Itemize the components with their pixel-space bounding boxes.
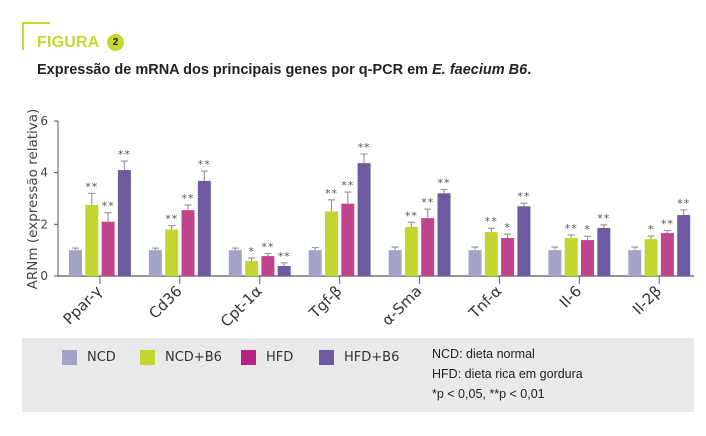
bar-hfd [261, 256, 275, 276]
significance-marker: ** [278, 250, 291, 263]
bar-hfd [101, 221, 115, 276]
legend-swatch-hfd [241, 350, 256, 365]
note-significance: *p < 0,05, **p < 0,01 [432, 387, 545, 401]
significance-marker: ** [565, 222, 578, 235]
bar-ncd-b6 [404, 226, 418, 276]
bar-hfd-b6 [277, 265, 291, 276]
significance-marker: ** [261, 241, 274, 254]
y-tick-label: 6 [40, 114, 48, 128]
figure-corner-bracket [22, 22, 50, 50]
significance-marker: ** [661, 218, 674, 231]
bar-hfd-b6 [357, 163, 371, 276]
bar-hfd [421, 218, 435, 276]
note-hfd: HFD: dieta rica em gordura [432, 367, 583, 381]
significance-marker: ** [597, 212, 610, 225]
legend-notes: NCD: dieta normal HFD: dieta rica em gor… [432, 344, 583, 404]
figure-number-badge: 2 [107, 34, 124, 51]
x-tick-label: Ppar-γ [60, 282, 106, 328]
significance-marker: ** [85, 180, 98, 193]
bar-hfd [660, 233, 674, 276]
bar-ncd-b6 [85, 204, 99, 276]
legend-label: NCD [87, 350, 116, 365]
note-ncd: NCD: dieta normal [432, 347, 535, 361]
bar-ncd-b6 [325, 211, 338, 276]
bar-hfd-b6 [597, 227, 611, 276]
significance-marker: ** [325, 187, 338, 200]
legend-swatch-ncd-b6 [140, 350, 155, 365]
x-tick-label: Tgf-β [305, 282, 345, 322]
y-axis-label: ARNm (expressão relativa) [25, 109, 41, 290]
significance-marker: * [504, 221, 511, 234]
legend-box: NCD NCD+B6 HFD HFD+B6 NCD: dieta normal … [22, 338, 694, 412]
bar-ncd [548, 250, 562, 276]
significance-marker: ** [438, 176, 451, 189]
bar-hfd [581, 240, 594, 276]
significance-marker: ** [421, 196, 434, 209]
bar-ncd-b6 [484, 232, 498, 276]
significance-marker: ** [405, 209, 418, 222]
legend-item-ncd-b6: NCD+B6 [140, 350, 222, 365]
bar-hfd-b6 [437, 193, 451, 276]
legend-label: NCD+B6 [165, 350, 222, 365]
bar-ncd-b6 [165, 229, 179, 276]
x-tick-label: Tnf-α [465, 282, 506, 323]
x-tick-label: α-Sma [378, 282, 425, 329]
chart-title: Expressão de mRNA dos principais genes p… [37, 62, 531, 78]
bar-hfd-b6 [677, 215, 691, 276]
x-tick-label: Il-2β [629, 282, 665, 318]
significance-marker: ** [102, 200, 115, 213]
bar-ncd [388, 250, 402, 276]
legend-label: HFD+B6 [344, 350, 400, 365]
significance-marker: ** [358, 141, 371, 154]
y-tick-label: 0 [40, 269, 48, 283]
bar-ncd-b6 [564, 238, 578, 276]
x-tick-label: Cpt-1α [217, 282, 266, 331]
significance-marker: * [248, 245, 255, 258]
significance-marker: ** [165, 213, 178, 226]
bar-ncd [468, 250, 482, 276]
legend-item-ncd: NCD [62, 350, 116, 365]
significance-marker: * [648, 223, 655, 236]
legend-item-hfd-b6: HFD+B6 [319, 350, 399, 365]
significance-marker: ** [677, 197, 690, 210]
bar-ncd [148, 250, 162, 276]
title-species: E. faecium B6 [432, 62, 528, 78]
legend-item-hfd: HFD [241, 350, 293, 365]
y-tick-label: 4 [40, 166, 48, 180]
bar-ncd [69, 250, 82, 276]
legend-swatch-ncd [62, 350, 77, 365]
title-main: Expressão de mRNA dos principais genes p… [37, 62, 433, 78]
significance-marker: ** [517, 190, 530, 203]
bar-ncd [228, 250, 242, 276]
bar-hfd [181, 210, 195, 276]
legend-label: HFD [266, 350, 294, 365]
significance-marker: ** [182, 192, 195, 205]
title-end: . [527, 62, 532, 78]
x-tick-label: Cd36 [145, 282, 185, 322]
figure-label: FIGURA [37, 34, 100, 51]
significance-marker: ** [341, 179, 354, 192]
significance-marker: ** [118, 148, 131, 161]
significance-marker: ** [198, 158, 211, 171]
bar-ncd-b6 [644, 239, 658, 276]
significance-marker: ** [485, 215, 498, 228]
bar-hfd-b6 [197, 180, 211, 276]
y-tick-label: 2 [40, 217, 48, 231]
bar-hfd-b6 [117, 170, 131, 276]
bar-ncd [628, 250, 642, 276]
significance-marker: * [584, 223, 591, 236]
bar-hfd [501, 238, 515, 276]
bar-hfd [341, 203, 355, 276]
bar-ncd [308, 250, 322, 276]
bar-hfd-b6 [517, 206, 531, 276]
legend-swatch-hfd-b6 [319, 350, 334, 365]
bar-ncd-b6 [245, 261, 259, 276]
x-tick-label: Il-6 [556, 282, 585, 311]
